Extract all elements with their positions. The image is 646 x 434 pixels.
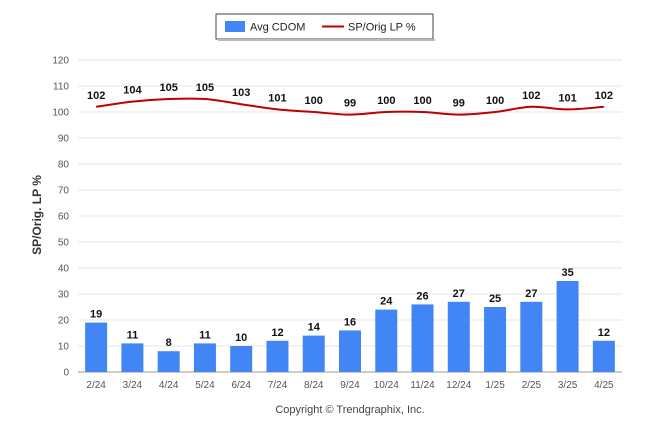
bar-value-label: 16	[344, 316, 356, 328]
bar-value-label: 24	[380, 296, 393, 308]
line-value-label: 104	[123, 85, 142, 97]
legend-label-sp-orig-lp: SP/Orig LP %	[348, 22, 416, 34]
y-tick-label: 60	[58, 212, 70, 223]
y-tick-label: 110	[53, 82, 69, 93]
y-tick-label: 80	[58, 160, 70, 171]
bar-series	[85, 281, 615, 372]
legend-shadow	[218, 39, 435, 41]
bar-data-labels: 19 11 8 11 10 12 14 16 24 26 27 25 27 35 12	[90, 267, 610, 349]
bar	[339, 330, 361, 372]
bar	[447, 301, 470, 372]
x-tick-label: 6/24	[231, 380, 251, 391]
x-tick-label: 9/24	[340, 380, 360, 391]
bar	[230, 346, 253, 372]
x-tick-label: 12/24	[446, 380, 471, 391]
line-value-label: 100	[413, 95, 431, 107]
bar	[266, 340, 289, 372]
y-tick-label: 70	[58, 186, 70, 197]
line-value-label: 101	[558, 92, 576, 104]
x-tick-label: 5/24	[195, 380, 215, 391]
copyright-footer: Copyright © Trendgraphix, Inc.	[275, 404, 424, 416]
x-tick-label: 2/24	[86, 380, 106, 391]
x-tick-label: 7/24	[268, 380, 288, 391]
bar	[121, 343, 144, 372]
x-tick-label: 2/25	[522, 380, 542, 391]
line-data-labels: 102 104 105 105 103 101 100 99 100 100 99 100 102 101…	[87, 82, 613, 110]
bar-value-label: 11	[127, 329, 139, 341]
bar	[484, 307, 507, 372]
bar-value-label: 8	[166, 337, 172, 349]
bar-value-label: 26	[416, 290, 428, 302]
x-tick-label: 10/24	[374, 380, 399, 391]
y-tick-label: 40	[58, 264, 70, 275]
bar	[193, 343, 216, 372]
bar	[85, 322, 108, 372]
bar-value-label: 12	[271, 327, 283, 339]
y-tick-label: 50	[58, 238, 70, 249]
line-value-label: 101	[268, 92, 286, 104]
y-tick-label: 90	[58, 134, 70, 145]
bar-value-label: 19	[90, 309, 102, 321]
gridlines	[78, 59, 622, 373]
y-tick-label: 0	[63, 368, 69, 379]
bar	[411, 304, 434, 372]
x-tick-label: 3/25	[558, 380, 578, 391]
x-tick-label: 4/24	[159, 380, 179, 391]
x-tick-label: 8/24	[304, 380, 324, 391]
line-series-sp-orig-lp	[95, 97, 604, 116]
bar	[556, 281, 579, 372]
x-tick-label: 3/24	[123, 380, 143, 391]
y-tick-label: 100	[52, 108, 69, 119]
bar-value-label: 27	[453, 288, 465, 300]
bar-value-label: 11	[199, 329, 211, 341]
bar	[520, 301, 543, 372]
y-axis-label: SP/Orig. LP %	[30, 175, 44, 255]
line-value-label: 100	[377, 95, 395, 107]
line-value-label: 103	[232, 87, 250, 99]
line-value-label: 100	[486, 95, 504, 107]
line-value-label: 99	[453, 98, 465, 110]
y-axis-ticks: 0 10 20 30 40 50 60 70 80 90 100 110 120	[52, 56, 69, 379]
bar-value-label: 27	[525, 288, 537, 300]
x-tick-label: 11/24	[410, 380, 435, 391]
y-tick-label: 120	[52, 56, 69, 67]
line-value-label: 99	[344, 98, 356, 110]
bar-value-label: 10	[235, 332, 247, 344]
legend-swatch-avg-cdom	[225, 21, 245, 32]
bar	[375, 309, 398, 372]
x-tick-label: 1/25	[485, 380, 505, 391]
line-value-label: 105	[196, 82, 214, 94]
bar-value-label: 25	[489, 293, 501, 305]
line-value-label: 102	[522, 90, 540, 102]
line-value-label: 102	[595, 90, 613, 102]
line-value-label: 102	[87, 90, 105, 102]
bar	[302, 335, 325, 372]
line-value-label: 100	[305, 95, 323, 107]
x-tick-label: 4/25	[594, 380, 614, 391]
y-tick-label: 20	[58, 316, 70, 327]
bar	[592, 340, 615, 372]
bar	[157, 351, 180, 372]
x-axis-ticks: 2/24 3/24 4/24 5/24 6/24 7/24 8/24 9/24 10/24 11/…	[86, 380, 614, 391]
legend-label-avg-cdom: Avg CDOM	[250, 22, 305, 34]
y-tick-label: 30	[58, 290, 70, 301]
legend: Avg CDOM SP/Orig LP %	[215, 13, 435, 41]
line-value-label: 105	[159, 82, 177, 94]
bar-value-label: 14	[308, 322, 321, 334]
y-tick-label: 10	[58, 342, 70, 353]
bar-value-label: 12	[598, 327, 610, 339]
bar-value-label: 35	[561, 267, 573, 279]
